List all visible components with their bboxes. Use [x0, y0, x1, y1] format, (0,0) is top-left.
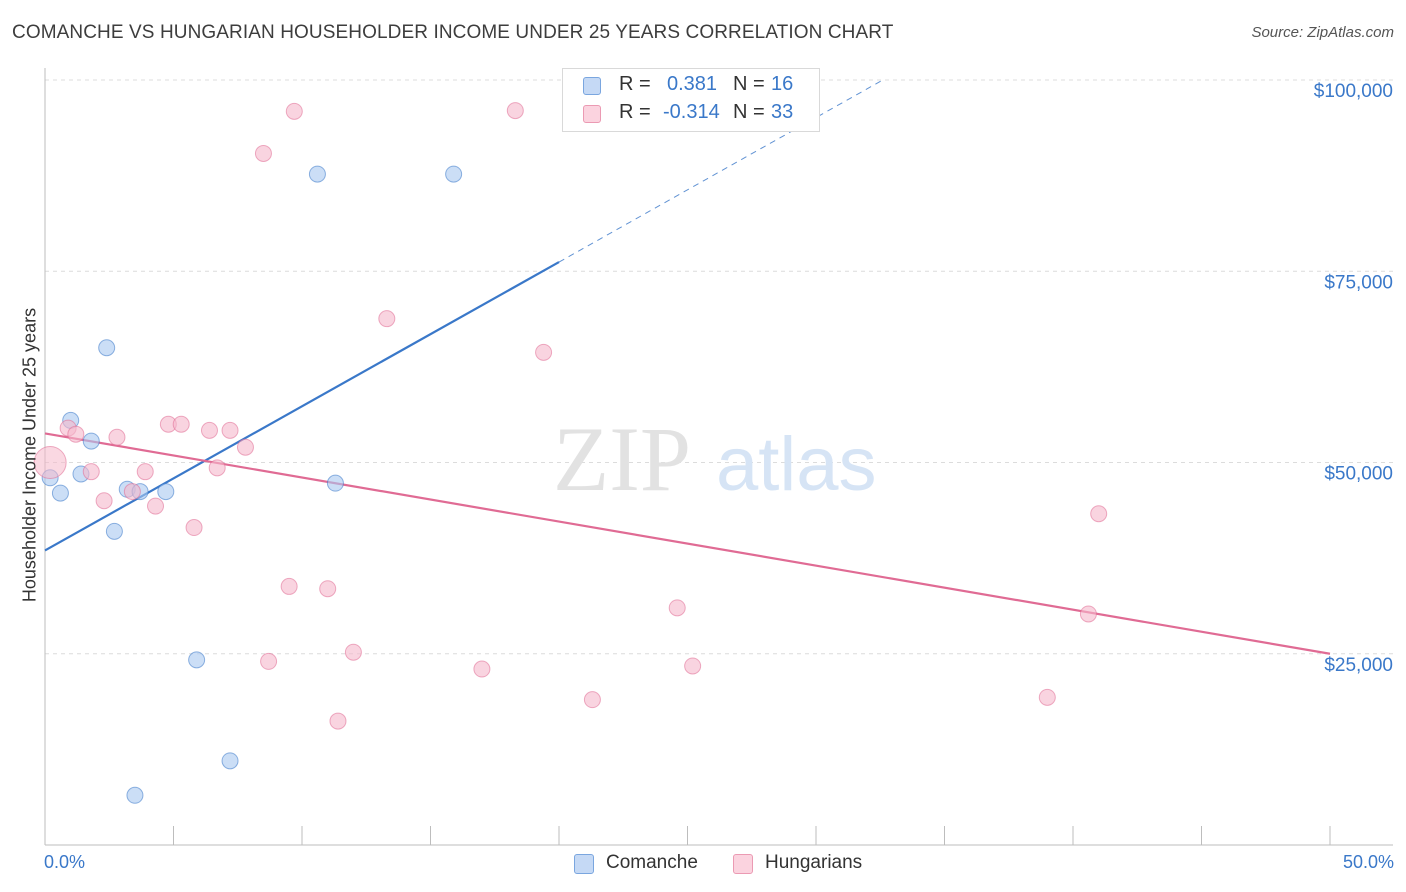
point-hungarians [82, 463, 100, 481]
legend-r-value: -0.314 [663, 101, 720, 123]
point-comanche [126, 786, 144, 804]
point-hungarians [136, 463, 154, 481]
point-comanche [188, 651, 206, 669]
bottom-legend-swatch-hungarians [733, 854, 753, 874]
watermark-zip: ZIP [553, 408, 691, 510]
point-hungarians [254, 144, 272, 162]
point-comanche [326, 474, 344, 492]
legend-r-label: R = [619, 101, 651, 123]
point-hungarians [329, 712, 347, 730]
point-hungarians [535, 343, 553, 361]
point-comanche [221, 752, 239, 770]
point-hungarians [147, 497, 165, 515]
watermark-atlas: atlas [716, 422, 877, 507]
point-comanche [82, 432, 100, 450]
y-tick-label: $25,000 [1324, 655, 1393, 676]
point-comanche [445, 165, 463, 183]
bottom-legend-label-hungarians: Hungarians [765, 852, 863, 873]
point-hungarians [280, 577, 298, 595]
point-hungarians [260, 652, 278, 670]
trend-line-comanche [44, 261, 560, 552]
chart-title: COMANCHE VS HUNGARIAN HOUSEHOLDER INCOME… [12, 22, 894, 43]
legend-swatch-hungarians [583, 105, 601, 123]
source-label: Source: ZipAtlas.com [1251, 24, 1394, 41]
legend-n-label: N = [733, 101, 765, 123]
point-hungarians [208, 459, 226, 477]
point-comanche [51, 484, 69, 502]
point-hungarians [668, 599, 686, 617]
legend-r-label: R = [619, 73, 651, 95]
point-comanche [98, 339, 116, 357]
point-hungarians [1079, 605, 1097, 623]
legend-n-value: 33 [771, 101, 794, 123]
point-hungarians [583, 691, 601, 709]
point-comanche [308, 165, 326, 183]
point-hungarians [172, 415, 190, 433]
x-tick-label-min: 0.0% [44, 852, 86, 872]
point-hungarians [108, 428, 126, 446]
trend-extension-comanche [558, 79, 884, 263]
trend-lines [44, 79, 1331, 655]
legend-n-value: 16 [771, 73, 794, 95]
point-hungarians [185, 519, 203, 537]
point-hungarians [95, 492, 113, 510]
point-hungarians [1038, 688, 1056, 706]
bottom-legend-swatch-comanche [574, 854, 594, 874]
point-hungarians [33, 446, 67, 479]
point-hungarians [285, 102, 303, 120]
point-hungarians [506, 102, 524, 120]
legend-n-label: N = [733, 73, 765, 95]
bottom-legend-label-comanche: Comanche [606, 852, 698, 873]
point-hungarians [473, 660, 491, 678]
x-tick-label-max: 50.0% [1342, 852, 1394, 872]
grid-lines [45, 79, 1393, 655]
point-hungarians [344, 643, 362, 661]
point-hungarians [684, 657, 702, 675]
point-hungarians [1090, 505, 1108, 523]
y-tick-labels: $25,000 $50,000 $75,000 $100,000 [1314, 81, 1393, 676]
point-hungarians [378, 310, 396, 328]
point-hungarians [221, 421, 239, 439]
point-hungarians [236, 438, 254, 456]
trend-line-hungarians [44, 432, 1331, 655]
data-points [33, 102, 1108, 804]
point-hungarians [319, 580, 337, 598]
point-comanche [105, 522, 123, 540]
point-hungarians [67, 425, 85, 443]
point-hungarians [123, 483, 141, 501]
y-axis-label: Householder Income Under 25 years [19, 307, 40, 603]
stats-legend: R = 0.381 N = 16 R = -0.314 N = 33 [562, 68, 820, 132]
legend-r-value: 0.381 [667, 73, 718, 95]
point-comanche [157, 483, 175, 501]
y-tick-label: $100,000 [1314, 81, 1393, 102]
legend-swatch-comanche [583, 77, 601, 95]
y-tick-label: $50,000 [1324, 464, 1393, 485]
point-hungarians [200, 421, 218, 439]
y-tick-label: $75,000 [1324, 272, 1393, 293]
